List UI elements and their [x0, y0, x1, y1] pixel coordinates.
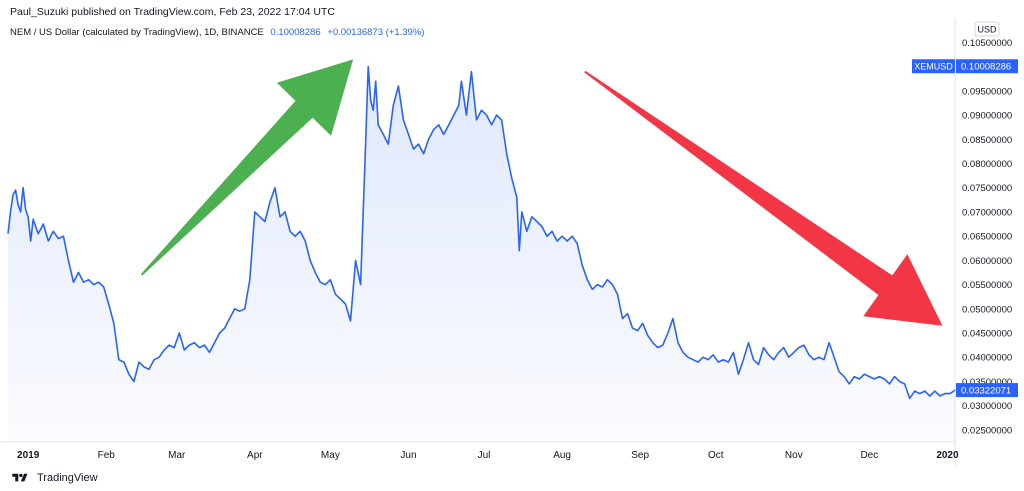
y-tick-label: 0.05500000 — [962, 280, 1012, 291]
y-tick-label: 0.04500000 — [962, 329, 1012, 340]
symbol-legend: NEM / US Dollar (calculated by TradingVi… — [10, 27, 424, 38]
x-tick-label: 2019 — [17, 450, 40, 461]
price-area-fill — [8, 66, 955, 442]
x-tick-label: Feb — [98, 450, 116, 461]
x-tick-label: Jul — [478, 450, 491, 461]
y-tick-label: 0.03500000 — [962, 377, 1012, 388]
y-tick-label: 0.08000000 — [962, 159, 1012, 170]
symbol-description: NEM / US Dollar (calculated by TradingVi… — [10, 27, 264, 38]
x-tick-label: Apr — [247, 450, 263, 461]
y-tick-label: 0.08500000 — [962, 135, 1012, 146]
y-tick-label: 0.04000000 — [962, 353, 1012, 364]
symbol-tag — [912, 59, 955, 74]
y-tick-label: 0.09000000 — [962, 111, 1012, 122]
y-tick-label: 0.02500000 — [962, 425, 1012, 436]
x-tick-label: Oct — [708, 450, 724, 461]
y-tick-label: 0.06500000 — [962, 232, 1012, 243]
change-value: +0.00136873 (+1.39%) — [327, 27, 425, 38]
trend-arrow-down — [584, 70, 943, 326]
y-tick-label: 0.10500000 — [962, 38, 1012, 49]
x-tick-label: Aug — [553, 450, 571, 461]
x-tick-label: Sep — [631, 450, 649, 461]
y-tick-label: 0.05000000 — [962, 304, 1012, 315]
price-line-XEMUSD — [7, 65, 956, 400]
price-tag — [956, 59, 1018, 74]
y-tick-label: 0.06000000 — [962, 256, 1012, 267]
y-tick-label: 0.03000000 — [962, 401, 1012, 412]
x-tick-label: Mar — [168, 450, 186, 461]
x-tick-label: Nov — [785, 450, 803, 461]
publisher-line: Paul_Suzuki published on TradingView.com… — [10, 6, 335, 18]
last-value: 0.10008286 — [270, 27, 321, 38]
currency-label: USD — [977, 25, 997, 35]
footer: TradingView — [8, 472, 98, 484]
symbol-tag-label: XEMUSD — [914, 62, 953, 72]
price-tag-label: 0.10008286 — [961, 62, 1011, 73]
x-tick-label: Jun — [400, 450, 416, 461]
price-tag — [956, 383, 1018, 398]
x-tick-label: May — [321, 450, 340, 461]
y-tick-label: 0.07000000 — [962, 207, 1012, 218]
currency-box — [974, 21, 1000, 37]
tradingview-logo-icon — [12, 473, 28, 482]
y-tick-label: 0.09500000 — [962, 86, 1012, 97]
price-tag-label: 0.03322071 — [961, 386, 1011, 397]
x-tick-label: 2020 — [936, 450, 959, 461]
trend-arrow-up — [140, 59, 354, 276]
x-tick-label: Dec — [860, 450, 878, 461]
tradingview-brand: TradingView — [37, 472, 98, 484]
y-tick-label: 0.07500000 — [962, 183, 1012, 194]
